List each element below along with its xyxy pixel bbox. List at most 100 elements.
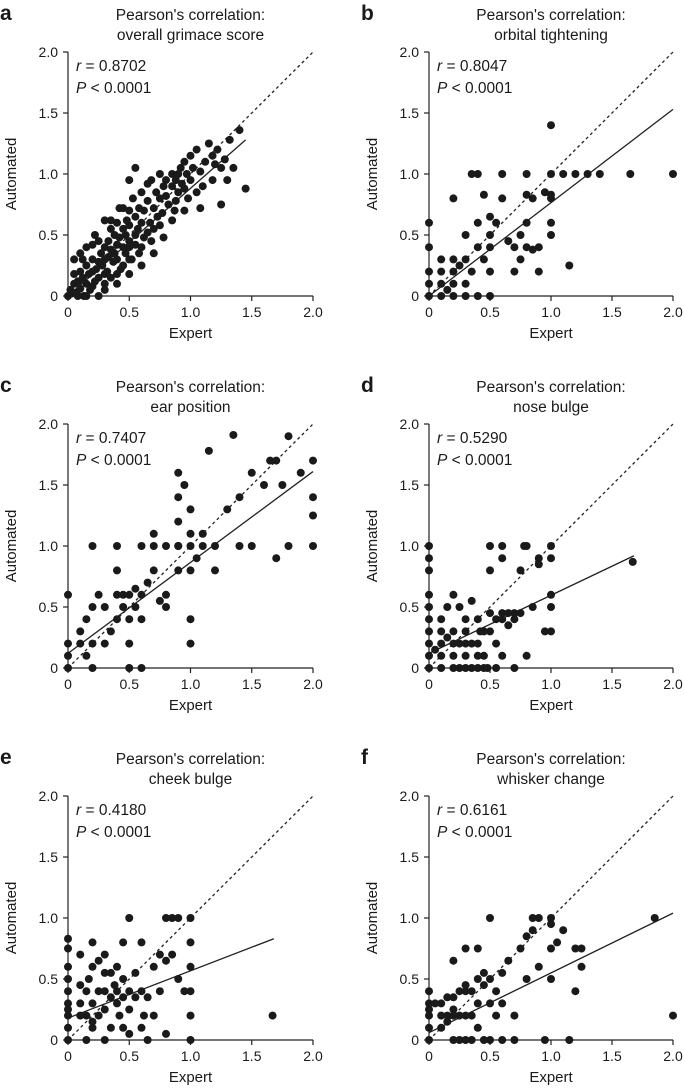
x-axis-label: Expert xyxy=(529,697,573,714)
data-point xyxy=(272,456,281,465)
data-point xyxy=(486,542,494,550)
data-point xyxy=(113,542,121,550)
data-point xyxy=(425,267,433,276)
data-point xyxy=(522,542,531,550)
data-point xyxy=(235,542,244,550)
data-point xyxy=(125,206,134,215)
data-point xyxy=(180,206,189,215)
data-point xyxy=(64,1036,72,1044)
data-point xyxy=(479,981,488,990)
data-point xyxy=(510,1036,519,1044)
data-point xyxy=(553,938,562,947)
data-point xyxy=(467,664,476,672)
data-point xyxy=(540,188,549,197)
x-axis-label: Expert xyxy=(169,1069,213,1086)
data-point xyxy=(119,938,128,947)
panel-letter: b xyxy=(361,2,374,25)
data-point xyxy=(473,292,482,300)
data-point xyxy=(510,1011,519,1020)
data-point xyxy=(149,249,158,258)
y-axis-label: Automated xyxy=(364,138,381,211)
data-point xyxy=(125,243,134,252)
data-point xyxy=(449,194,458,203)
data-point xyxy=(119,590,128,599)
data-point xyxy=(571,944,580,953)
data-point xyxy=(571,987,580,996)
data-point xyxy=(137,1023,146,1032)
y-tick-label: 1.0 xyxy=(39,538,59,554)
data-point xyxy=(309,456,317,465)
data-point xyxy=(425,1011,433,1020)
panel-title-line2: nose bulge xyxy=(513,399,589,416)
y-tick-label: 1.5 xyxy=(39,105,59,121)
data-point xyxy=(431,999,440,1008)
data-point xyxy=(479,1036,488,1044)
data-point xyxy=(522,932,531,941)
data-point xyxy=(152,188,161,197)
data-point xyxy=(94,987,103,996)
data-point xyxy=(473,944,482,953)
data-point xyxy=(100,968,109,977)
data-point xyxy=(425,1036,433,1044)
data-point xyxy=(155,950,164,959)
data-point xyxy=(473,170,482,178)
data-point xyxy=(88,282,97,291)
data-point xyxy=(174,975,183,983)
data-point xyxy=(64,1023,72,1032)
data-point xyxy=(449,1005,458,1014)
data-point xyxy=(76,249,85,258)
panel-c: c Pearson's correlation: ear position 00 0.5… xyxy=(0,374,323,714)
data-point xyxy=(309,493,317,502)
panel-letter: e xyxy=(0,746,12,769)
data-point xyxy=(82,292,91,300)
data-point xyxy=(137,938,146,947)
y-tick-label: 0.5 xyxy=(39,227,59,243)
data-point xyxy=(76,284,85,293)
y-tick-label: 0.5 xyxy=(400,227,420,243)
data-point xyxy=(516,231,525,239)
data-point xyxy=(113,279,121,288)
data-point xyxy=(504,237,513,246)
data-point xyxy=(577,944,586,953)
data-point xyxy=(115,1011,124,1020)
data-point xyxy=(82,1011,91,1020)
y-axis-label: Automated xyxy=(3,138,20,211)
data-point xyxy=(669,1011,677,1020)
x-tick-label: 0.5 xyxy=(120,676,140,692)
data-point xyxy=(461,231,470,239)
data-point xyxy=(204,446,213,455)
data-point xyxy=(492,1011,501,1020)
y-tick-label: 1.0 xyxy=(400,538,420,554)
data-point xyxy=(137,987,146,996)
data-point xyxy=(534,560,543,569)
data-point xyxy=(100,950,109,959)
data-point xyxy=(534,914,543,922)
data-point xyxy=(213,145,222,154)
data-point xyxy=(522,170,531,178)
data-point xyxy=(82,651,91,660)
p-statistic: P < 0.0001 xyxy=(76,824,151,841)
x-tick-label: 2.0 xyxy=(663,676,683,692)
data-point xyxy=(186,615,195,624)
r-statistic: r = 0.6161 xyxy=(437,802,507,819)
data-point xyxy=(461,255,470,264)
data-point xyxy=(461,944,470,953)
x-tick-label: 0.5 xyxy=(120,1048,140,1064)
data-point xyxy=(595,170,604,178)
data-point xyxy=(88,1017,97,1026)
data-point xyxy=(119,975,128,983)
data-point xyxy=(229,163,238,172)
data-point xyxy=(131,993,140,1002)
y-tick-label: 1.5 xyxy=(400,849,420,865)
data-point xyxy=(492,218,501,227)
data-point xyxy=(180,157,189,166)
data-point xyxy=(133,224,142,233)
x-tick-label: 0.5 xyxy=(480,676,500,692)
data-point xyxy=(88,603,97,611)
y-tick-label: 0 xyxy=(411,660,419,676)
x-axis-label: Expert xyxy=(529,325,573,342)
data-point xyxy=(180,481,189,489)
x-tick-label: 1.0 xyxy=(181,676,201,692)
data-point xyxy=(70,270,79,279)
p-statistic: P < 0.0001 xyxy=(76,80,151,97)
